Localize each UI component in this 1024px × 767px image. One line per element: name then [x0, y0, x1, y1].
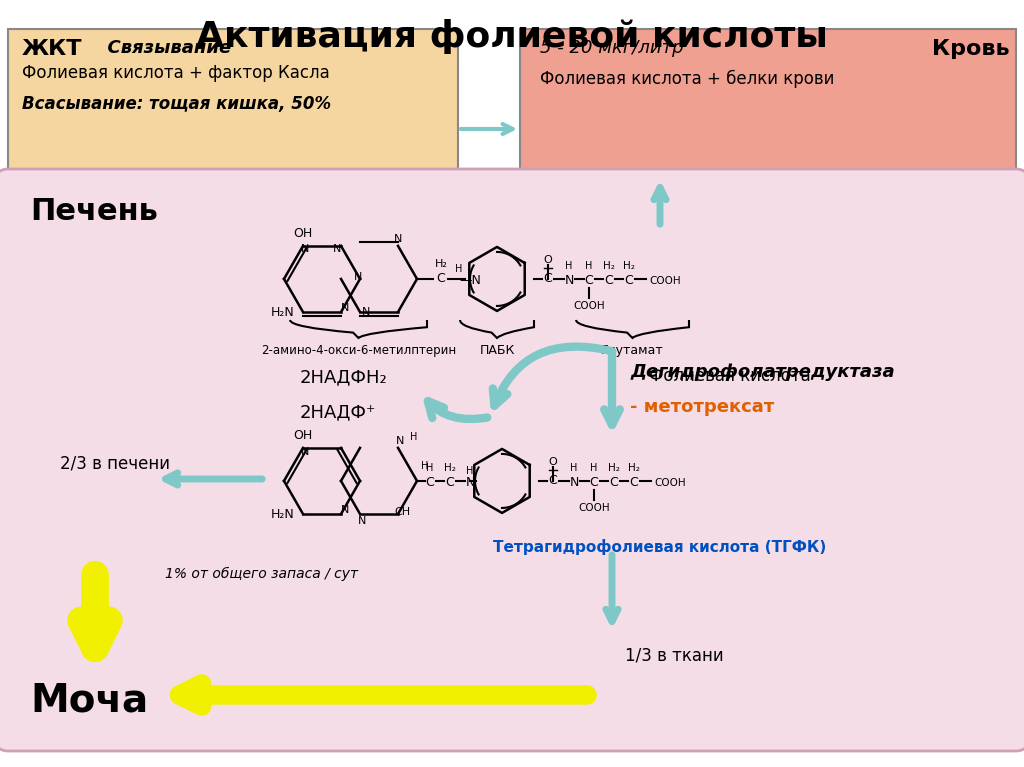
Text: N: N	[394, 234, 402, 244]
Text: C: C	[590, 476, 598, 489]
Text: Фолиевая кислота + фактор Касла: Фолиевая кислота + фактор Касла	[22, 64, 330, 82]
Text: 2/3 в печени: 2/3 в печени	[60, 455, 170, 473]
Text: H: H	[590, 463, 598, 473]
Text: H: H	[586, 261, 593, 271]
Text: H: H	[570, 463, 578, 473]
Text: Печень: Печень	[30, 197, 158, 226]
Text: N: N	[353, 272, 362, 282]
Text: H₂: H₂	[623, 261, 635, 271]
Text: COOH: COOH	[649, 276, 681, 286]
Text: COOH: COOH	[579, 503, 610, 513]
Text: H: H	[411, 432, 418, 442]
Text: Связывание: Связывание	[95, 39, 231, 57]
Text: N: N	[333, 244, 341, 254]
Text: N: N	[341, 505, 349, 515]
Text: H₂: H₂	[628, 463, 640, 473]
Text: H: H	[421, 461, 429, 471]
Text: C: C	[549, 475, 557, 488]
Text: N: N	[569, 476, 579, 489]
FancyBboxPatch shape	[520, 29, 1016, 177]
Text: C: C	[630, 476, 638, 489]
Text: C: C	[544, 272, 552, 285]
Text: O: O	[549, 457, 557, 467]
Text: C: C	[436, 272, 445, 285]
Text: 2НАДФН₂: 2НАДФН₂	[300, 368, 388, 386]
Text: COOH: COOH	[573, 301, 605, 311]
Text: Активация фолиевой кислоты: Активация фолиевой кислоты	[196, 19, 828, 54]
Text: 2-амино-4-окси-6-метилптерин: 2-амино-4-окси-6-метилптерин	[261, 344, 456, 357]
Text: Всасывание: тощая кишка, 50%: Всасывание: тощая кишка, 50%	[22, 95, 331, 113]
FancyBboxPatch shape	[0, 169, 1024, 751]
Text: N: N	[357, 516, 367, 526]
Text: C: C	[585, 275, 593, 288]
Text: H: H	[565, 261, 572, 271]
Text: Моча: Моча	[30, 682, 148, 720]
Text: Дегидрофолатредуктаза: Дегидрофолатредуктаза	[630, 363, 895, 381]
Text: C: C	[426, 476, 434, 489]
Text: N: N	[396, 436, 404, 446]
Text: Глутамат: Глутамат	[601, 344, 664, 357]
Text: C: C	[625, 275, 634, 288]
Text: Фолиевая кислота: Фолиевая кислота	[649, 367, 811, 385]
Text: OH: OH	[293, 227, 312, 240]
Text: H₂N: H₂N	[271, 305, 295, 318]
Text: H₂: H₂	[603, 261, 615, 271]
Text: N: N	[301, 447, 309, 457]
Text: N: N	[341, 303, 349, 313]
Text: O: O	[544, 255, 552, 265]
Text: C: C	[445, 476, 455, 489]
Text: ПАБК: ПАБК	[479, 344, 515, 357]
Text: Кровь: Кровь	[933, 39, 1010, 59]
Text: Фолиевая кислота + белки крови: Фолиевая кислота + белки крови	[540, 70, 835, 88]
Text: 1% от общего запаса / сут: 1% от общего запаса / сут	[165, 567, 358, 581]
Text: C: C	[609, 476, 618, 489]
Text: N: N	[564, 275, 573, 288]
Text: CH: CH	[394, 507, 410, 517]
Text: 1/3 в ткани: 1/3 в ткани	[625, 647, 724, 665]
Text: Тетрагидрофолиевая кислота (ТГФК): Тетрагидрофолиевая кислота (ТГФК)	[494, 539, 826, 555]
Text: H: H	[466, 466, 474, 476]
Text: N: N	[301, 244, 309, 254]
Text: OH: OH	[293, 429, 312, 442]
Text: 5 - 20 мкг/литр: 5 - 20 мкг/литр	[540, 39, 683, 57]
Text: N: N	[465, 476, 475, 489]
Text: COOH: COOH	[654, 478, 686, 488]
Text: ЖКТ: ЖКТ	[22, 39, 83, 59]
Text: - метотрексат: - метотрексат	[630, 398, 774, 416]
Text: H₂: H₂	[444, 463, 456, 473]
Text: 2НАДФ⁺: 2НАДФ⁺	[300, 403, 377, 421]
Text: C: C	[604, 275, 613, 288]
Text: —N: —N	[459, 275, 481, 288]
Text: H: H	[456, 264, 463, 274]
Text: H₂: H₂	[434, 259, 447, 269]
FancyBboxPatch shape	[8, 29, 458, 177]
Text: N: N	[362, 307, 371, 317]
Text: H₂: H₂	[608, 463, 620, 473]
Text: H: H	[426, 463, 434, 473]
Text: H₂N: H₂N	[271, 508, 295, 521]
